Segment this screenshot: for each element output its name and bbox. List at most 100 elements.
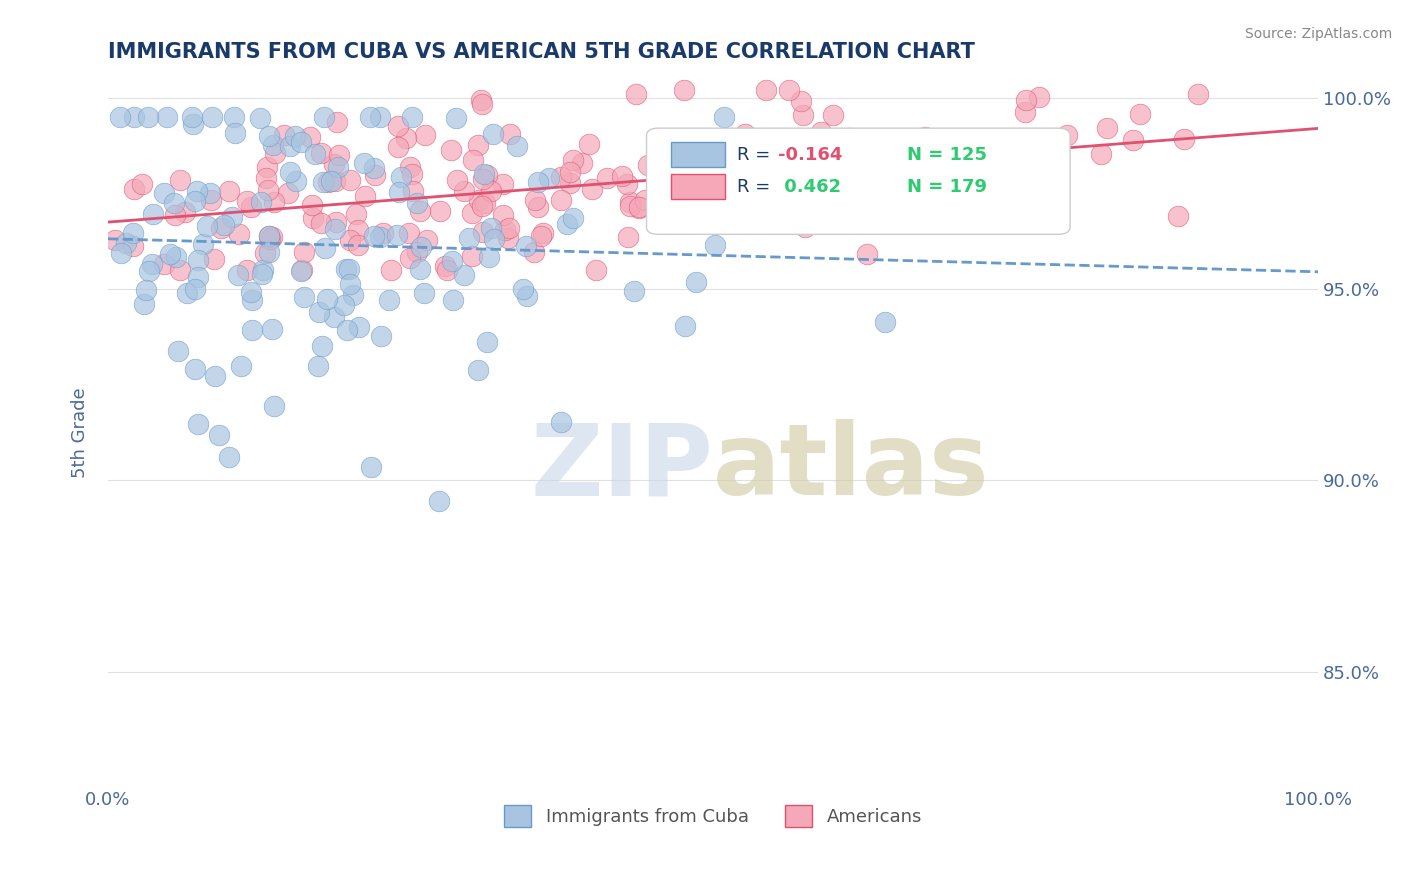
Point [619, 199, 641, 213]
Point [492, 177, 515, 191]
Point [479, 184, 502, 198]
Point [416, 233, 439, 247]
Point [537, 171, 560, 186]
Point [1090, 147, 1112, 161]
Point [856, 149, 879, 163]
Point [977, 171, 1000, 186]
Point [398, 226, 420, 240]
Point [458, 230, 481, 244]
Point [229, 359, 252, 373]
Point [810, 125, 832, 139]
Point [474, 167, 496, 181]
Point [429, 204, 451, 219]
Point [169, 263, 191, 277]
Point [325, 215, 347, 229]
Point [304, 147, 326, 161]
Point [122, 110, 145, 124]
Text: R =: R = [737, 146, 776, 164]
Point [1122, 133, 1144, 147]
Point [471, 96, 494, 111]
Point [402, 184, 425, 198]
Point [184, 194, 207, 208]
Point [1014, 104, 1036, 119]
Point [785, 211, 807, 225]
Point [550, 193, 572, 207]
Point [790, 94, 813, 108]
Point [714, 142, 737, 156]
Point [284, 174, 307, 188]
Point [252, 267, 274, 281]
Point [531, 226, 554, 240]
Point [187, 269, 209, 284]
Point [703, 238, 725, 252]
Point [202, 252, 225, 266]
Point [468, 193, 491, 207]
Point [585, 263, 607, 277]
Point [236, 263, 259, 277]
Point [186, 184, 208, 198]
Point [323, 222, 346, 236]
Point [224, 110, 246, 124]
Point [727, 161, 749, 175]
Point [1005, 133, 1028, 147]
Point [748, 153, 770, 167]
Text: N = 125: N = 125 [907, 146, 987, 164]
Point [993, 149, 1015, 163]
Point [516, 289, 538, 303]
Point [686, 149, 709, 163]
Point [792, 108, 814, 122]
Point [748, 193, 770, 207]
Point [198, 186, 221, 200]
Point [786, 194, 808, 208]
Point [561, 211, 583, 225]
Point [290, 135, 312, 149]
Point [610, 169, 633, 183]
Point [257, 245, 280, 260]
Point [322, 157, 344, 171]
Point [122, 227, 145, 241]
Point [595, 171, 617, 186]
Point [524, 193, 547, 207]
Point [187, 252, 209, 267]
Point [335, 262, 357, 277]
Point [440, 254, 463, 268]
Point [498, 231, 520, 245]
Point [184, 282, 207, 296]
Point [249, 111, 271, 125]
Point [1187, 87, 1209, 101]
Text: -0.164: -0.164 [779, 146, 842, 164]
Text: IMMIGRANTS FROM CUBA VS AMERICAN 5TH GRADE CORRELATION CHART: IMMIGRANTS FROM CUBA VS AMERICAN 5TH GRA… [108, 42, 974, 62]
Point [1004, 176, 1026, 190]
Point [856, 246, 879, 260]
Point [370, 329, 392, 343]
Point [498, 221, 520, 235]
Point [278, 139, 301, 153]
Point [263, 195, 285, 210]
FancyBboxPatch shape [671, 143, 725, 167]
Point [453, 185, 475, 199]
Point [482, 127, 505, 141]
Point [176, 285, 198, 300]
Point [512, 282, 534, 296]
Point [461, 153, 484, 167]
Point [240, 323, 263, 337]
Point [898, 146, 921, 161]
Point [201, 110, 224, 124]
Y-axis label: 5th Grade: 5th Grade [72, 387, 89, 478]
Point [399, 160, 422, 174]
Text: atlas: atlas [713, 419, 990, 516]
Point [616, 177, 638, 191]
Point [153, 186, 176, 201]
Point [260, 230, 283, 244]
Point [475, 168, 498, 182]
Point [278, 165, 301, 179]
Point [637, 158, 659, 172]
Point [963, 153, 986, 168]
Point [373, 227, 395, 241]
Point [499, 128, 522, 142]
Point [387, 140, 409, 154]
Point [308, 305, 330, 319]
Point [298, 130, 321, 145]
Point [336, 323, 359, 337]
Point [974, 133, 997, 147]
